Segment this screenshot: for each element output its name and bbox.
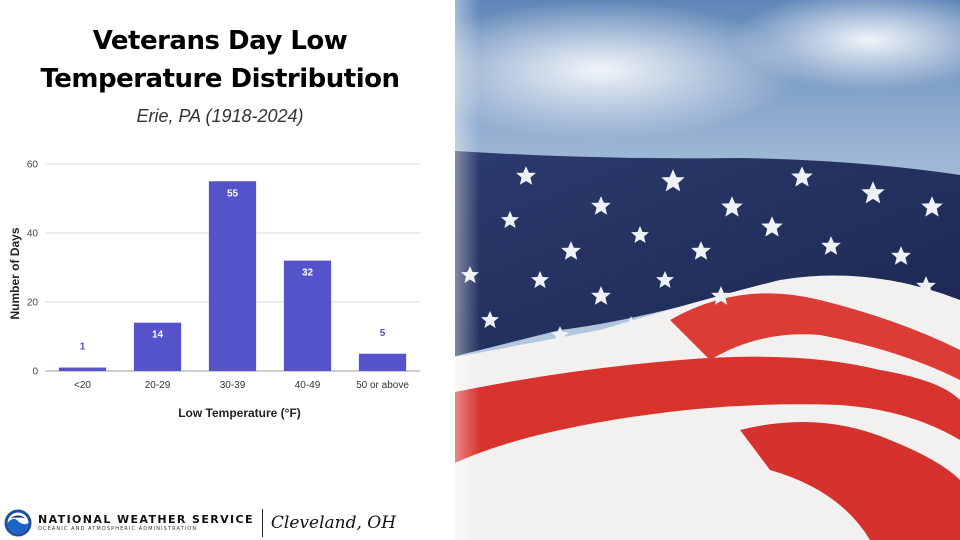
y-tick-label: 60 bbox=[27, 160, 39, 171]
image-fade bbox=[420, 0, 480, 540]
y-tick-label: 20 bbox=[27, 298, 39, 309]
x-axis-title: Low Temperature (°F) bbox=[178, 406, 301, 420]
title-line-2: Temperature Distribution bbox=[40, 64, 400, 94]
chart-panel: Veterans Day Low Temperature Distributio… bbox=[0, 0, 455, 540]
agency-subtitle: OCEANIC AND ATMOSPHERIC ADMINISTRATION bbox=[38, 526, 198, 532]
x-tick-label: <20 bbox=[74, 380, 91, 391]
chart-title: Veterans Day Low Temperature Distributio… bbox=[0, 22, 440, 98]
bar bbox=[283, 260, 332, 371]
data-label: 1 bbox=[80, 342, 86, 353]
x-tick-label: 40-49 bbox=[295, 380, 321, 391]
data-label: 5 bbox=[380, 328, 386, 339]
flag-photo bbox=[440, 0, 960, 540]
x-tick-label: 30-39 bbox=[220, 380, 246, 391]
data-label: 14 bbox=[152, 330, 164, 341]
agency-text: NATIONAL WEATHER SERVICE OCEANIC AND ATM… bbox=[38, 513, 254, 533]
data-label: 32 bbox=[302, 268, 314, 279]
x-tick-label: 20-29 bbox=[145, 380, 171, 391]
bar bbox=[58, 367, 107, 371]
x-tick-label: 50 or above bbox=[356, 380, 409, 391]
y-axis-title: Number of Days bbox=[8, 227, 22, 319]
noaa-logo-icon bbox=[4, 509, 32, 537]
footer: NATIONAL WEATHER SERVICE OCEANIC AND ATM… bbox=[4, 506, 444, 540]
y-tick-label: 0 bbox=[32, 367, 38, 378]
office-name: Cleveland, OH bbox=[270, 513, 397, 533]
bar-chart: 0 20 40 60 1 <20 14 20-29 55 30-39 32 40-49 5 50 or a… bbox=[8, 160, 420, 420]
bar bbox=[133, 322, 182, 371]
american-flag-image bbox=[440, 0, 960, 540]
footer-divider bbox=[261, 509, 263, 537]
agency-name: NATIONAL WEATHER SERVICE bbox=[38, 513, 254, 526]
bar bbox=[358, 353, 407, 371]
chart-subtitle: Erie, PA (1918-2024) bbox=[136, 106, 304, 126]
bar bbox=[208, 181, 257, 371]
title-line-1: Veterans Day Low bbox=[92, 26, 348, 56]
data-label: 55 bbox=[227, 188, 239, 199]
y-tick-label: 40 bbox=[27, 229, 39, 240]
